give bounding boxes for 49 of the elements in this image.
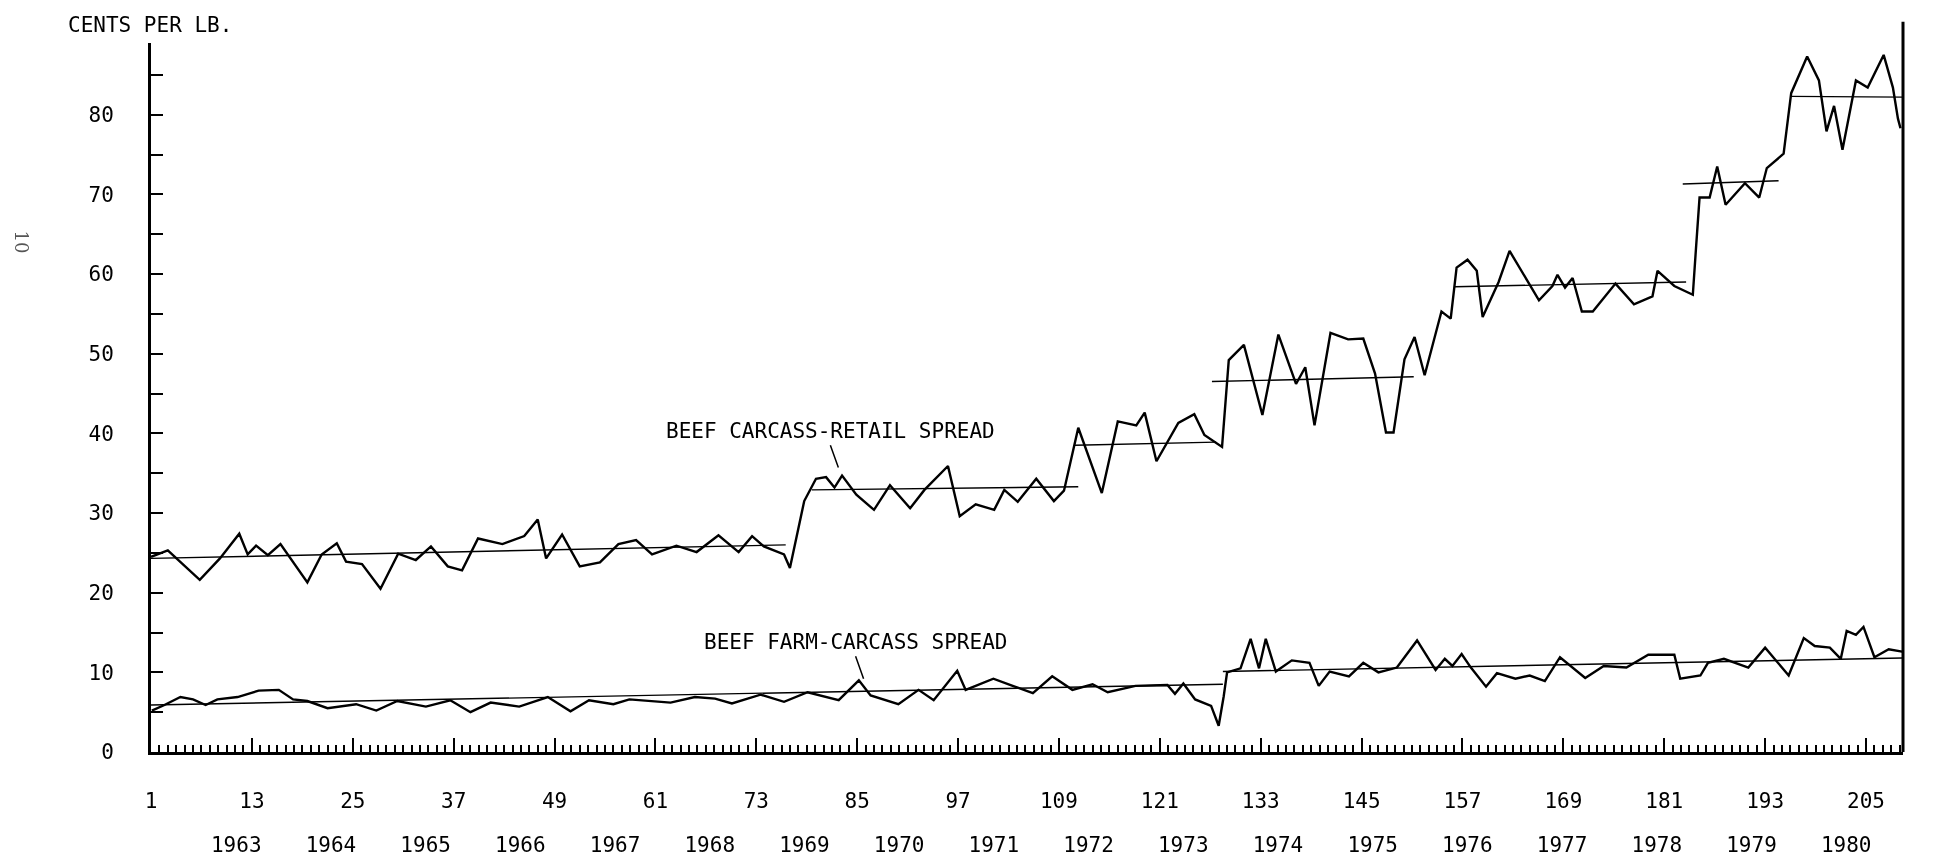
y-tick-label: 60 (88, 262, 114, 287)
x-tick-label: 73 (743, 789, 769, 814)
y-tick-label: 40 (88, 421, 114, 446)
x-tick-label: 145 (1342, 789, 1381, 814)
x2-tick-label: 1971 (968, 833, 1020, 857)
text: 10 (10, 230, 32, 254)
x2-tick-label: 1969 (779, 833, 830, 857)
x2-tick-label: 1970 (873, 833, 925, 857)
x2-tick-label: 1968 (684, 833, 736, 857)
x-tick-label: 1 (144, 789, 158, 814)
y-axis-title: CENTS PER LB. (68, 13, 233, 37)
x2-tick-label: 1972 (1063, 833, 1114, 857)
y-tick-label: 10 (88, 660, 114, 685)
x2-tick-label: 1978 (1631, 833, 1683, 857)
x-tick-label: 61 (642, 789, 669, 814)
x-tick-label: 13 (239, 789, 265, 814)
x2-tick-label: 1967 (589, 833, 641, 857)
x-tick-label: 181 (1645, 789, 1684, 814)
x-tick-label: 97 (945, 789, 971, 814)
y-tick-label: 70 (88, 182, 114, 207)
x-tick-label: 85 (844, 789, 870, 814)
x-tick-label: 157 (1443, 789, 1482, 814)
y-tick-label: 20 (88, 581, 114, 606)
x2-tick-label: 1977 (1536, 833, 1588, 857)
x-tick-label: 121 (1140, 789, 1179, 814)
x-tick-label: 193 (1746, 789, 1785, 814)
annotation: BEEF FARM-CARCASS SPREAD (704, 630, 1008, 654)
x-tick-label: 109 (1039, 789, 1078, 814)
x-tick-label: 49 (541, 789, 568, 814)
x2-tick-label: 1964 (305, 833, 357, 857)
y-tick-label: 80 (88, 103, 114, 128)
x2-tick-label: 1963 (210, 833, 262, 857)
x2-tick-label: 1976 (1442, 833, 1493, 857)
x2-tick-label: 1975 (1347, 833, 1398, 857)
y-tick-label: 30 (88, 501, 114, 526)
x2-tick-label: 1965 (400, 833, 451, 857)
y-tick-label: 50 (88, 342, 114, 367)
x2-tick-label: 1966 (495, 833, 546, 857)
x2-tick-label: 1973 (1157, 833, 1209, 857)
x2-tick-label: 1979 (1726, 833, 1777, 857)
y-tick-label: 0 (101, 740, 114, 765)
x2-tick-label: 1980 (1820, 833, 1872, 857)
x-tick-label: 169 (1544, 789, 1583, 814)
annotation: BEEF CARCASS-RETAIL SPREAD (666, 419, 995, 443)
x-tick-label: 133 (1241, 789, 1280, 814)
x-tick-label: 25 (340, 789, 366, 814)
x-tick-label: 37 (441, 789, 467, 814)
x-tick-label: 205 (1847, 789, 1885, 814)
x2-tick-label: 1974 (1252, 833, 1304, 857)
